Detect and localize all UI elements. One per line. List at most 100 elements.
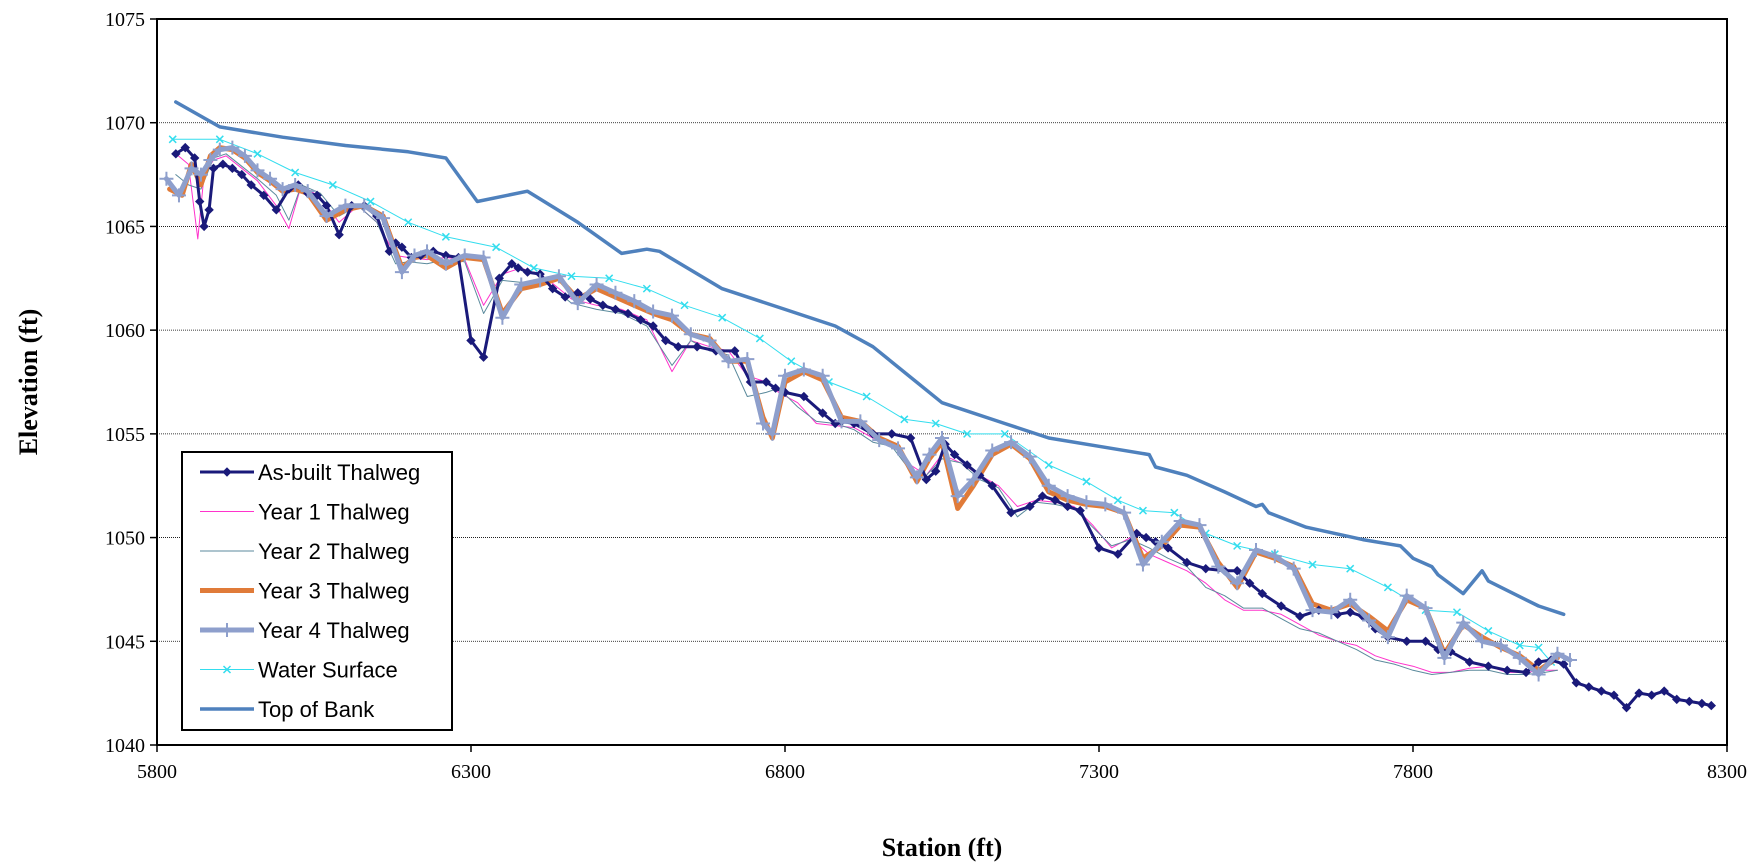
data-point [237,169,247,180]
data-point [203,153,218,168]
legend: As-built Thalweg Year 1 Thalweg Year 2 Tha… [181,451,453,731]
data-point [1141,532,1151,543]
data-point [222,665,232,674]
data-point [660,335,671,346]
data-point [466,335,476,346]
x-tick-label: 6800 [765,761,805,783]
data-point [765,426,780,441]
legend-label: Year 4 Thalweg [258,618,410,643]
data-point [1286,561,1301,576]
data-point [646,304,661,319]
data-point [1163,543,1173,553]
data-point [1305,603,1320,618]
data-point [246,180,256,190]
y-axis-title: Elevation (ft) [14,309,43,456]
data-point [1113,549,1123,559]
x-tick-label: 5800 [137,761,177,783]
data-point [215,135,224,144]
data-point [985,443,1000,458]
data-point [905,433,916,443]
data-point [1062,501,1073,512]
data-point [935,431,949,446]
x-tick-label: 6300 [451,761,491,783]
legend-label: Year 3 Thalweg [258,579,410,604]
data-point [1483,661,1494,671]
data-point [1634,688,1644,698]
data-point [1117,505,1132,520]
data-point [551,269,566,284]
data-point [931,466,941,476]
data-point [721,354,736,369]
data-point [1456,615,1471,630]
data-point [1346,564,1355,573]
data-point [1484,626,1493,635]
data-point [1004,435,1019,450]
data-point [547,283,558,294]
x-axis-title: Station (ft) [882,833,1003,862]
x-tick-label: 8300 [1707,761,1747,783]
series-top-of-bank [174,100,1566,617]
data-point [853,414,868,429]
data-point [1452,608,1461,617]
data-point [1380,630,1395,645]
data-point [457,248,472,263]
data-point [397,242,407,252]
data-point [605,274,614,283]
data-point [1521,667,1531,678]
data-point [1362,613,1377,628]
data-point [1201,563,1211,574]
data-point [1000,429,1009,438]
data-point [376,211,391,226]
data-point [441,232,450,241]
data-point [1475,634,1490,649]
x-tick-label: 7800 [1393,761,1433,783]
data-point [648,321,658,331]
y-tick-label: 1060 [105,320,145,342]
x-axis-ticks: 5800 6300 6800 7300 7800 8300 [137,745,1747,783]
data-point [271,205,282,215]
data-point [680,301,689,310]
data-point [291,168,300,177]
data-point [1571,678,1581,688]
data-point [250,163,265,178]
gridlines [157,122,1727,642]
data-point [259,190,269,201]
data-point [180,142,190,153]
data-point [718,313,727,322]
data-point [218,159,228,169]
data-point [168,135,177,144]
legend-item: Year 2 Thalweg [200,539,410,564]
data-point [407,248,422,263]
data-point [1345,607,1355,617]
data-point [796,362,811,377]
data-point [1211,559,1226,574]
data-point [1531,667,1546,682]
data-point [513,263,523,273]
legend-item: Top of Bank [200,697,375,722]
data-point [1533,657,1544,667]
legend-item: Year 4 Thalweg [200,618,410,643]
data-point [1094,543,1104,553]
y-tick-label: 1075 [105,9,145,31]
legend-label: Year 2 Thalweg [258,539,410,564]
data-point [1515,641,1524,650]
data-point [159,171,174,186]
series-line-top-of-bank [174,100,1566,617]
data-point [900,415,909,424]
y-tick-label: 1055 [105,424,145,446]
data-point [275,182,290,197]
data-point [189,153,200,163]
data-point [1044,460,1053,470]
data-point [220,623,234,637]
data-point [642,284,651,293]
y-axis-ticks: 1040 1045 1050 1055 1060 1065 1070 1075 [105,9,157,757]
data-point [1502,665,1512,676]
data-point [1550,646,1565,661]
y-tick-label: 1040 [105,735,145,757]
data-point [1493,638,1508,653]
data-point [1170,508,1179,517]
data-point [1343,592,1358,607]
series-year-2-thalweg [175,153,1558,675]
data-point [1022,449,1037,464]
data-point [560,292,570,302]
